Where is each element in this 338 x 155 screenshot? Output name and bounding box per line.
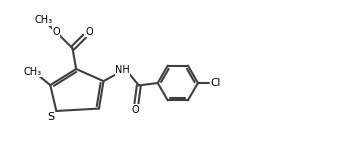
- Text: CH₃: CH₃: [24, 67, 42, 77]
- Text: O: O: [85, 27, 93, 37]
- Text: CH₃: CH₃: [35, 15, 53, 25]
- Text: Cl: Cl: [211, 78, 221, 88]
- Text: S: S: [47, 112, 54, 122]
- Text: O: O: [52, 27, 60, 38]
- Text: O: O: [131, 105, 139, 115]
- Text: NH: NH: [115, 65, 130, 75]
